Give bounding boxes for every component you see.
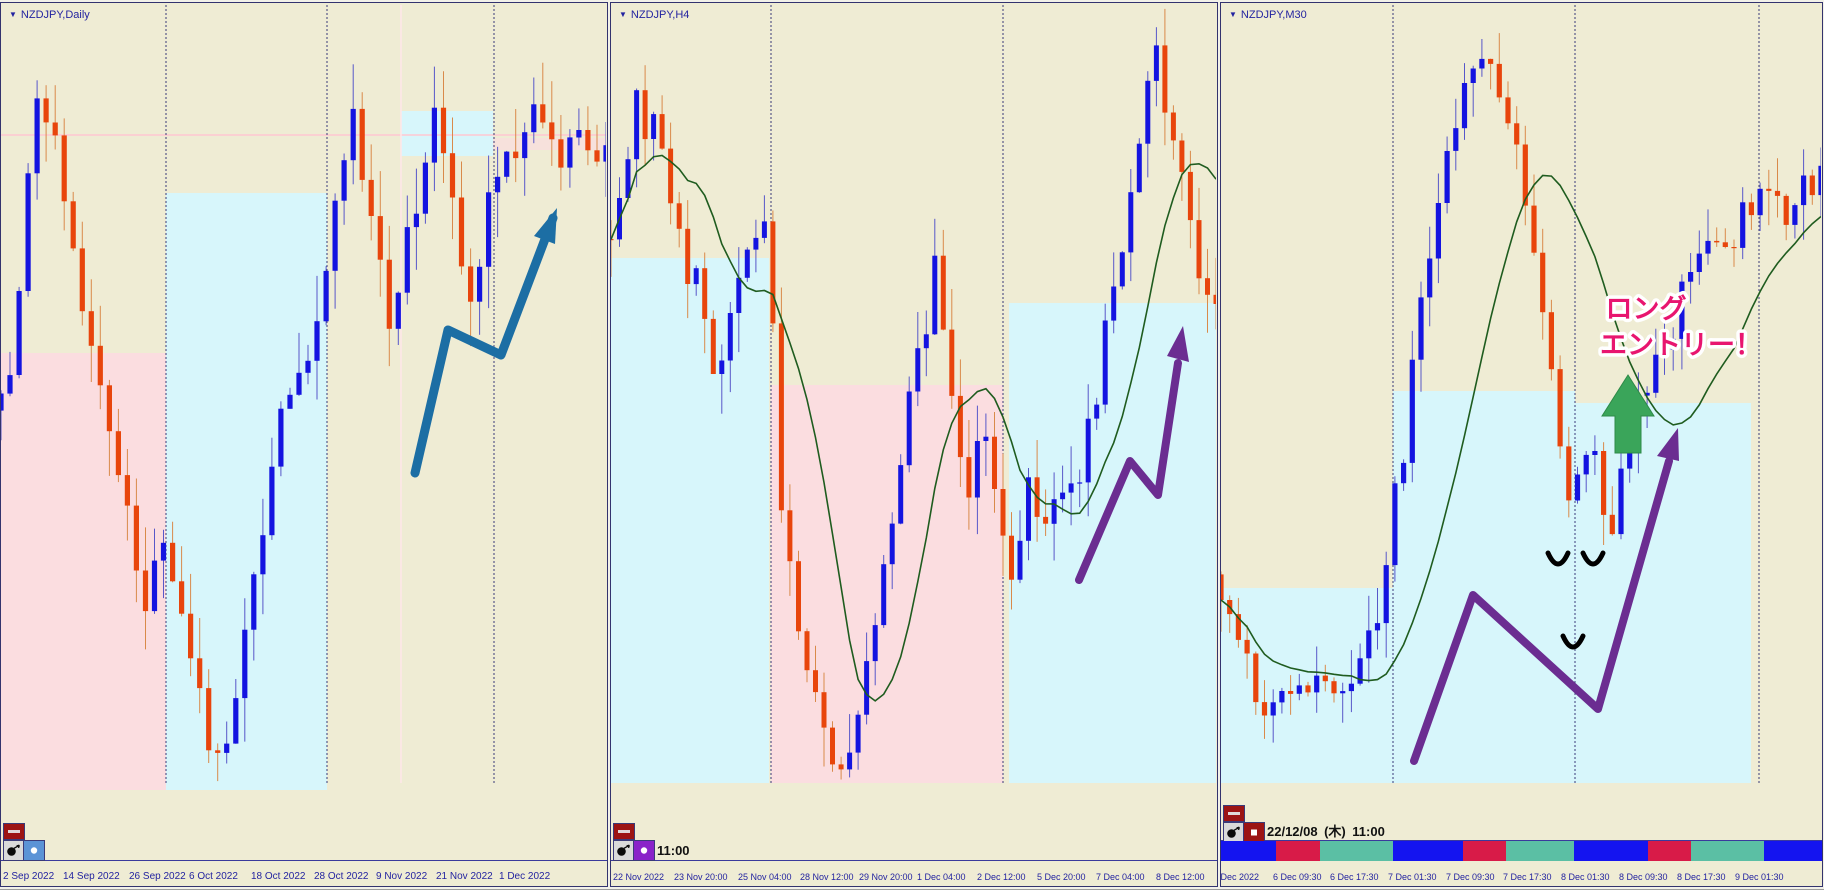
svg-text:エントリー！: エントリー！	[1600, 330, 1762, 360]
svg-text:ロング: ロング	[1606, 293, 1687, 324]
